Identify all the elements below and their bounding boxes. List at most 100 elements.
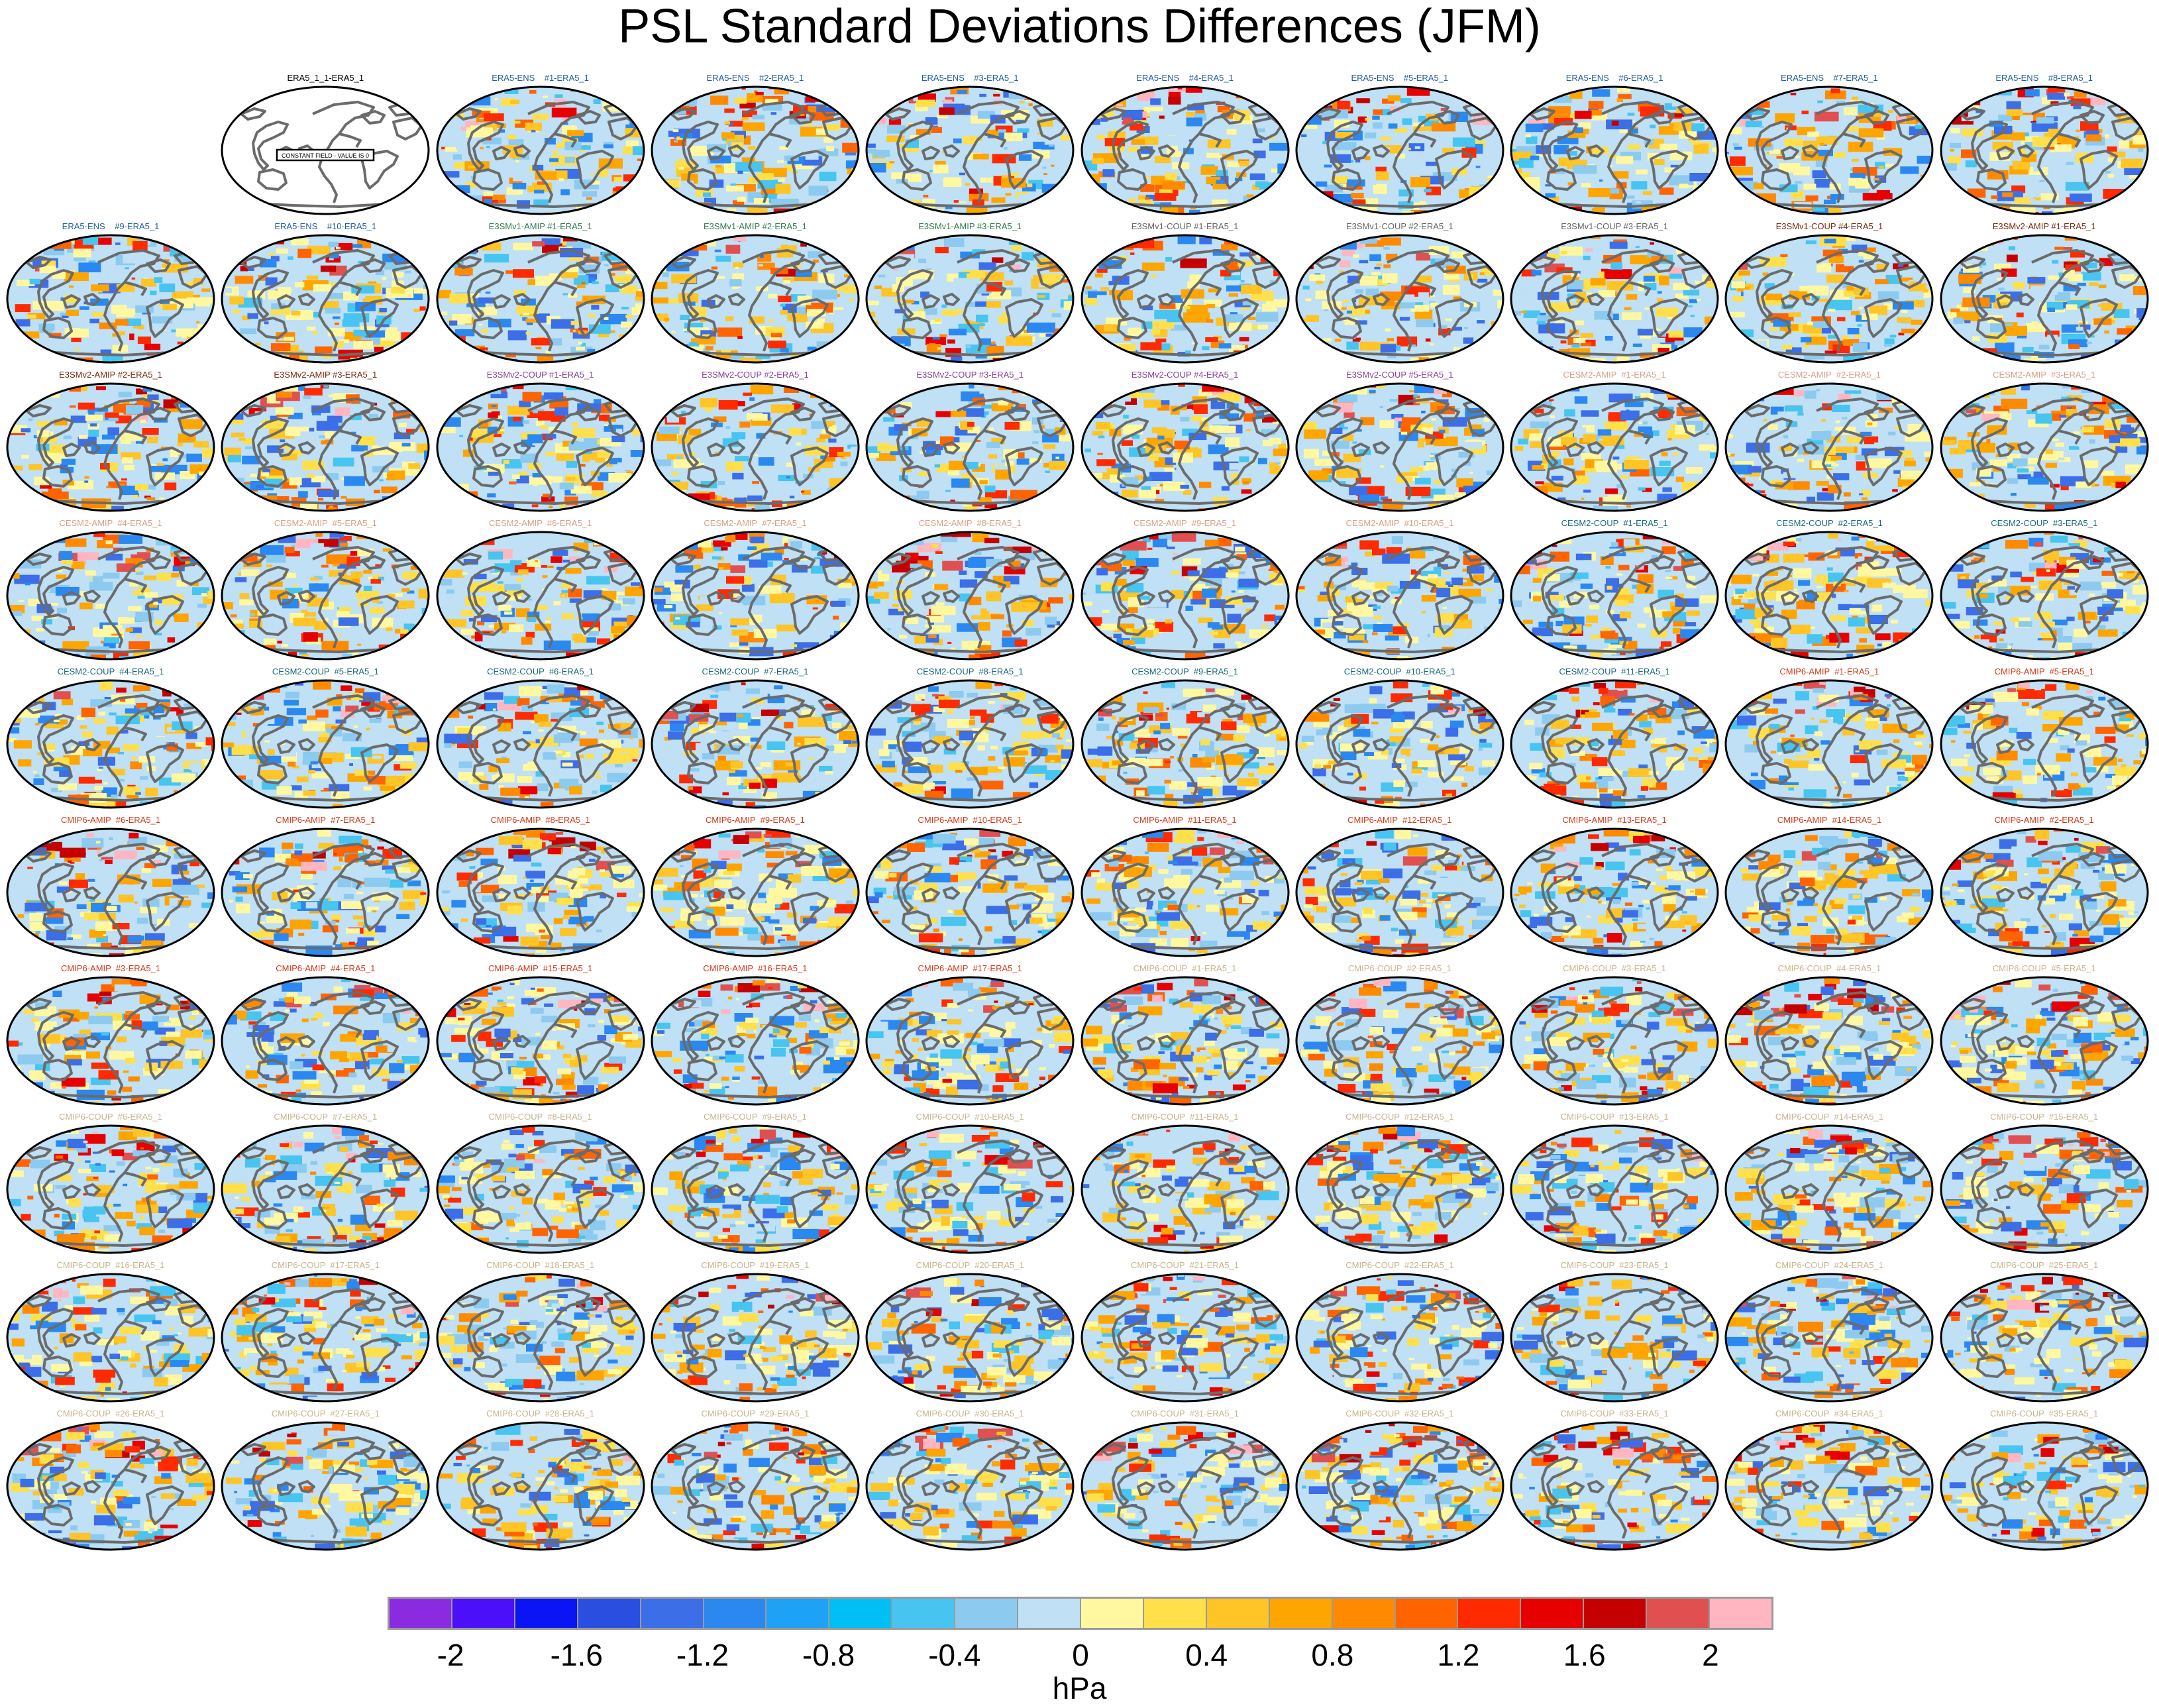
map-panel-title: CMIP6-COUP #22-ERA5_1 bbox=[1345, 1260, 1454, 1270]
map-panel: CMIP6-COUP #23-ERA5_1 bbox=[1509, 1260, 1720, 1403]
colorbar-tick-label: 0.8 bbox=[1311, 1638, 1354, 1672]
map-panel: CMIP6-COUP #31-ERA5_1 bbox=[1080, 1409, 1290, 1552]
map-panel: CMIP6-COUP #27-ERA5_1 bbox=[220, 1409, 431, 1552]
map-panel-title: E3SMv2-AMIP #2-ERA5_1 bbox=[59, 370, 162, 380]
map-panel-title: ERA5_1_1-ERA5_1 bbox=[287, 73, 364, 83]
map-panel: CMIP6-AMIP #5-ERA5_1 bbox=[1939, 667, 2150, 810]
world-map-icon: CONSTANT FIELD - VALUE IS 0 bbox=[221, 85, 430, 215]
map-panel-title: ERA5-ENS #9-ERA5_1 bbox=[62, 221, 160, 231]
colorbar-tick-label: 2 bbox=[1702, 1638, 1719, 1672]
map-panel: CMIP6-AMIP #12-ERA5_1 bbox=[1294, 815, 1505, 958]
map-panel: CESM2-AMIP #1-ERA5_1 bbox=[1509, 370, 1720, 513]
world-map-icon bbox=[1080, 85, 1289, 215]
map-panel: CESM2-COUP #9-ERA5_1 bbox=[1080, 667, 1290, 810]
map-panel-title: CESM2-COUP #2-ERA5_1 bbox=[1775, 518, 1883, 528]
map-panel: ERA5-ENS #9-ERA5_1 bbox=[5, 221, 216, 364]
world-map-icon bbox=[436, 1421, 645, 1551]
map-panel-title: CESM2-AMIP #9-ERA5_1 bbox=[1133, 518, 1237, 528]
map-panel: E3SMv1-AMIP #3-ERA5_1 bbox=[865, 221, 1075, 364]
world-map-icon bbox=[1510, 1421, 1719, 1551]
map-panel: CMIP6-AMIP #13-ERA5_1 bbox=[1509, 815, 1720, 958]
map-panel: CESM2-COUP #10-ERA5_1 bbox=[1294, 667, 1505, 810]
page-title: PSL Standard Deviations Differences (JFM… bbox=[618, 0, 1541, 53]
map-panel: CESM2-AMIP #5-ERA5_1 bbox=[220, 518, 431, 661]
world-map-icon bbox=[1510, 679, 1719, 809]
map-panel-title: E3SMv1-AMIP #3-ERA5_1 bbox=[918, 221, 1022, 231]
world-map-icon bbox=[1510, 531, 1719, 661]
colorbar-swatch bbox=[1080, 1599, 1144, 1628]
map-panel: E3SMv2-COUP #5-ERA5_1 bbox=[1294, 370, 1505, 513]
colorbar-swatch bbox=[1206, 1599, 1270, 1628]
world-map-icon bbox=[1724, 234, 1934, 364]
map-panel: CMIP6-AMIP #11-ERA5_1 bbox=[1080, 815, 1290, 958]
world-map-icon bbox=[1295, 382, 1504, 512]
map-panel: CESM2-AMIP #8-ERA5_1 bbox=[865, 518, 1075, 661]
map-panel: CMIP6-AMIP #15-ERA5_1 bbox=[435, 963, 646, 1106]
world-map-icon bbox=[1295, 976, 1504, 1106]
colorbar-tick-label: 1.6 bbox=[1563, 1638, 1606, 1672]
world-map-icon bbox=[865, 382, 1075, 512]
world-map-icon bbox=[1724, 382, 1934, 512]
map-panel-title: E3SMv1-AMIP #1-ERA5_1 bbox=[488, 221, 592, 231]
map-panel-title: CMIP6-COUP #21-ERA5_1 bbox=[1130, 1260, 1239, 1270]
map-panel: CESM2-COUP #8-ERA5_1 bbox=[865, 667, 1075, 810]
map-panel-title: E3SMv2-COUP #2-ERA5_1 bbox=[702, 370, 809, 380]
map-panel-title: CESM2-COUP #1-ERA5_1 bbox=[1561, 518, 1668, 528]
map-panel: CMIP6-COUP #5-ERA5_1 bbox=[1939, 963, 2150, 1106]
world-map-icon bbox=[1080, 827, 1289, 957]
map-panel: CMIP6-AMIP #14-ERA5_1 bbox=[1724, 815, 1934, 958]
world-map-icon bbox=[6, 679, 215, 809]
map-panel: CMIP6-AMIP #16-ERA5_1 bbox=[650, 963, 861, 1106]
map-panel-title: ERA5-ENS #5-ERA5_1 bbox=[1351, 73, 1449, 83]
colorbar-swatch bbox=[390, 1599, 452, 1628]
world-map-icon bbox=[6, 382, 215, 512]
world-map-icon bbox=[865, 234, 1075, 364]
map-panel: ERA5-ENS #2-ERA5_1 bbox=[650, 73, 861, 216]
world-map-icon bbox=[1510, 85, 1719, 215]
map-panel-title: CMIP6-COUP #29-ERA5_1 bbox=[701, 1409, 810, 1418]
colorbar-swatch bbox=[1269, 1599, 1333, 1628]
map-panel: CMIP6-AMIP #7-ERA5_1 bbox=[220, 815, 431, 958]
colorbar-swatch bbox=[704, 1599, 767, 1628]
map-panel-title: CMIP6-COUP #24-ERA5_1 bbox=[1775, 1260, 1883, 1270]
colorbar-swatch bbox=[1647, 1599, 1711, 1628]
map-panel-title: CMIP6-AMIP #6-ERA5_1 bbox=[60, 815, 161, 825]
map-panel-title: CMIP6-COUP #30-ERA5_1 bbox=[916, 1409, 1024, 1418]
colorbar-tick-label: -2 bbox=[437, 1638, 464, 1672]
world-map-icon bbox=[1940, 1273, 2149, 1403]
map-panel: CMIP6-COUP #3-ERA5_1 bbox=[1509, 963, 1720, 1106]
map-panel: E3SMv1-AMIP #1-ERA5_1 bbox=[435, 221, 646, 364]
world-map-icon bbox=[436, 679, 645, 809]
world-map-icon bbox=[1940, 531, 2149, 661]
map-panel-title: CMIP6-AMIP #8-ERA5_1 bbox=[490, 815, 590, 825]
map-panel-title: CMIP6-AMIP #1-ERA5_1 bbox=[1779, 667, 1879, 676]
world-map-icon bbox=[865, 1421, 1075, 1551]
world-map-icon bbox=[1510, 382, 1719, 512]
map-panel-title: CMIP6-AMIP #10-ERA5_1 bbox=[918, 815, 1022, 825]
world-map-icon bbox=[1724, 679, 1934, 809]
map-panel: CMIP6-COUP #16-ERA5_1 bbox=[5, 1260, 216, 1403]
world-map-icon bbox=[1295, 679, 1504, 809]
map-panel: CESM2-COUP #2-ERA5_1 bbox=[1724, 518, 1934, 661]
map-panel-title: CMIP6-AMIP #7-ERA5_1 bbox=[276, 815, 376, 825]
map-panel: E3SMv2-COUP #1-ERA5_1 bbox=[435, 370, 646, 513]
map-panel-title: E3SMv2-COUP #1-ERA5_1 bbox=[486, 370, 594, 380]
map-panel: CMIP6-AMIP #8-ERA5_1 bbox=[435, 815, 646, 958]
map-panel: ERA5-ENS #1-ERA5_1 bbox=[435, 73, 646, 216]
map-panel-title: CMIP6-COUP #1-ERA5_1 bbox=[1133, 963, 1237, 973]
map-panel: CMIP6-COUP #26-ERA5_1 bbox=[5, 1409, 216, 1552]
world-map-icon bbox=[1510, 1124, 1719, 1254]
map-panel-reference: ERA5_1_1-ERA5_1 CONSTANT FIELD - VALUE IS… bbox=[220, 73, 431, 216]
colorbar-swatch bbox=[1521, 1599, 1585, 1628]
map-panel-title: CMIP6-COUP #28-ERA5_1 bbox=[486, 1409, 595, 1418]
map-panel-title: CMIP6-COUP #13-ERA5_1 bbox=[1560, 1112, 1669, 1122]
colorbar-tick-label: 0 bbox=[1072, 1638, 1089, 1672]
colorbar-tick-label: -0.8 bbox=[802, 1638, 855, 1672]
map-panel-title: ERA5-ENS #7-ERA5_1 bbox=[1781, 73, 1878, 83]
map-panel-title: CMIP6-COUP #31-ERA5_1 bbox=[1130, 1409, 1239, 1418]
map-panel-title: CMIP6-COUP #18-ERA5_1 bbox=[486, 1260, 595, 1270]
map-panel-title: CMIP6-AMIP #15-ERA5_1 bbox=[488, 963, 593, 973]
map-panel-title: CMIP6-AMIP #13-ERA5_1 bbox=[1562, 815, 1667, 825]
map-panel: ERA5-ENS #10-ERA5_1 bbox=[220, 221, 431, 364]
map-panel-title: CMIP6-COUP #6-ERA5_1 bbox=[59, 1112, 162, 1122]
